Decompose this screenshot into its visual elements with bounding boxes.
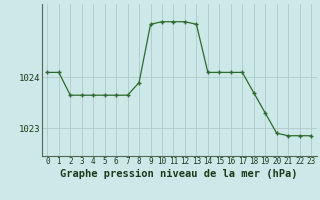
X-axis label: Graphe pression niveau de la mer (hPa): Graphe pression niveau de la mer (hPa) (60, 169, 298, 179)
